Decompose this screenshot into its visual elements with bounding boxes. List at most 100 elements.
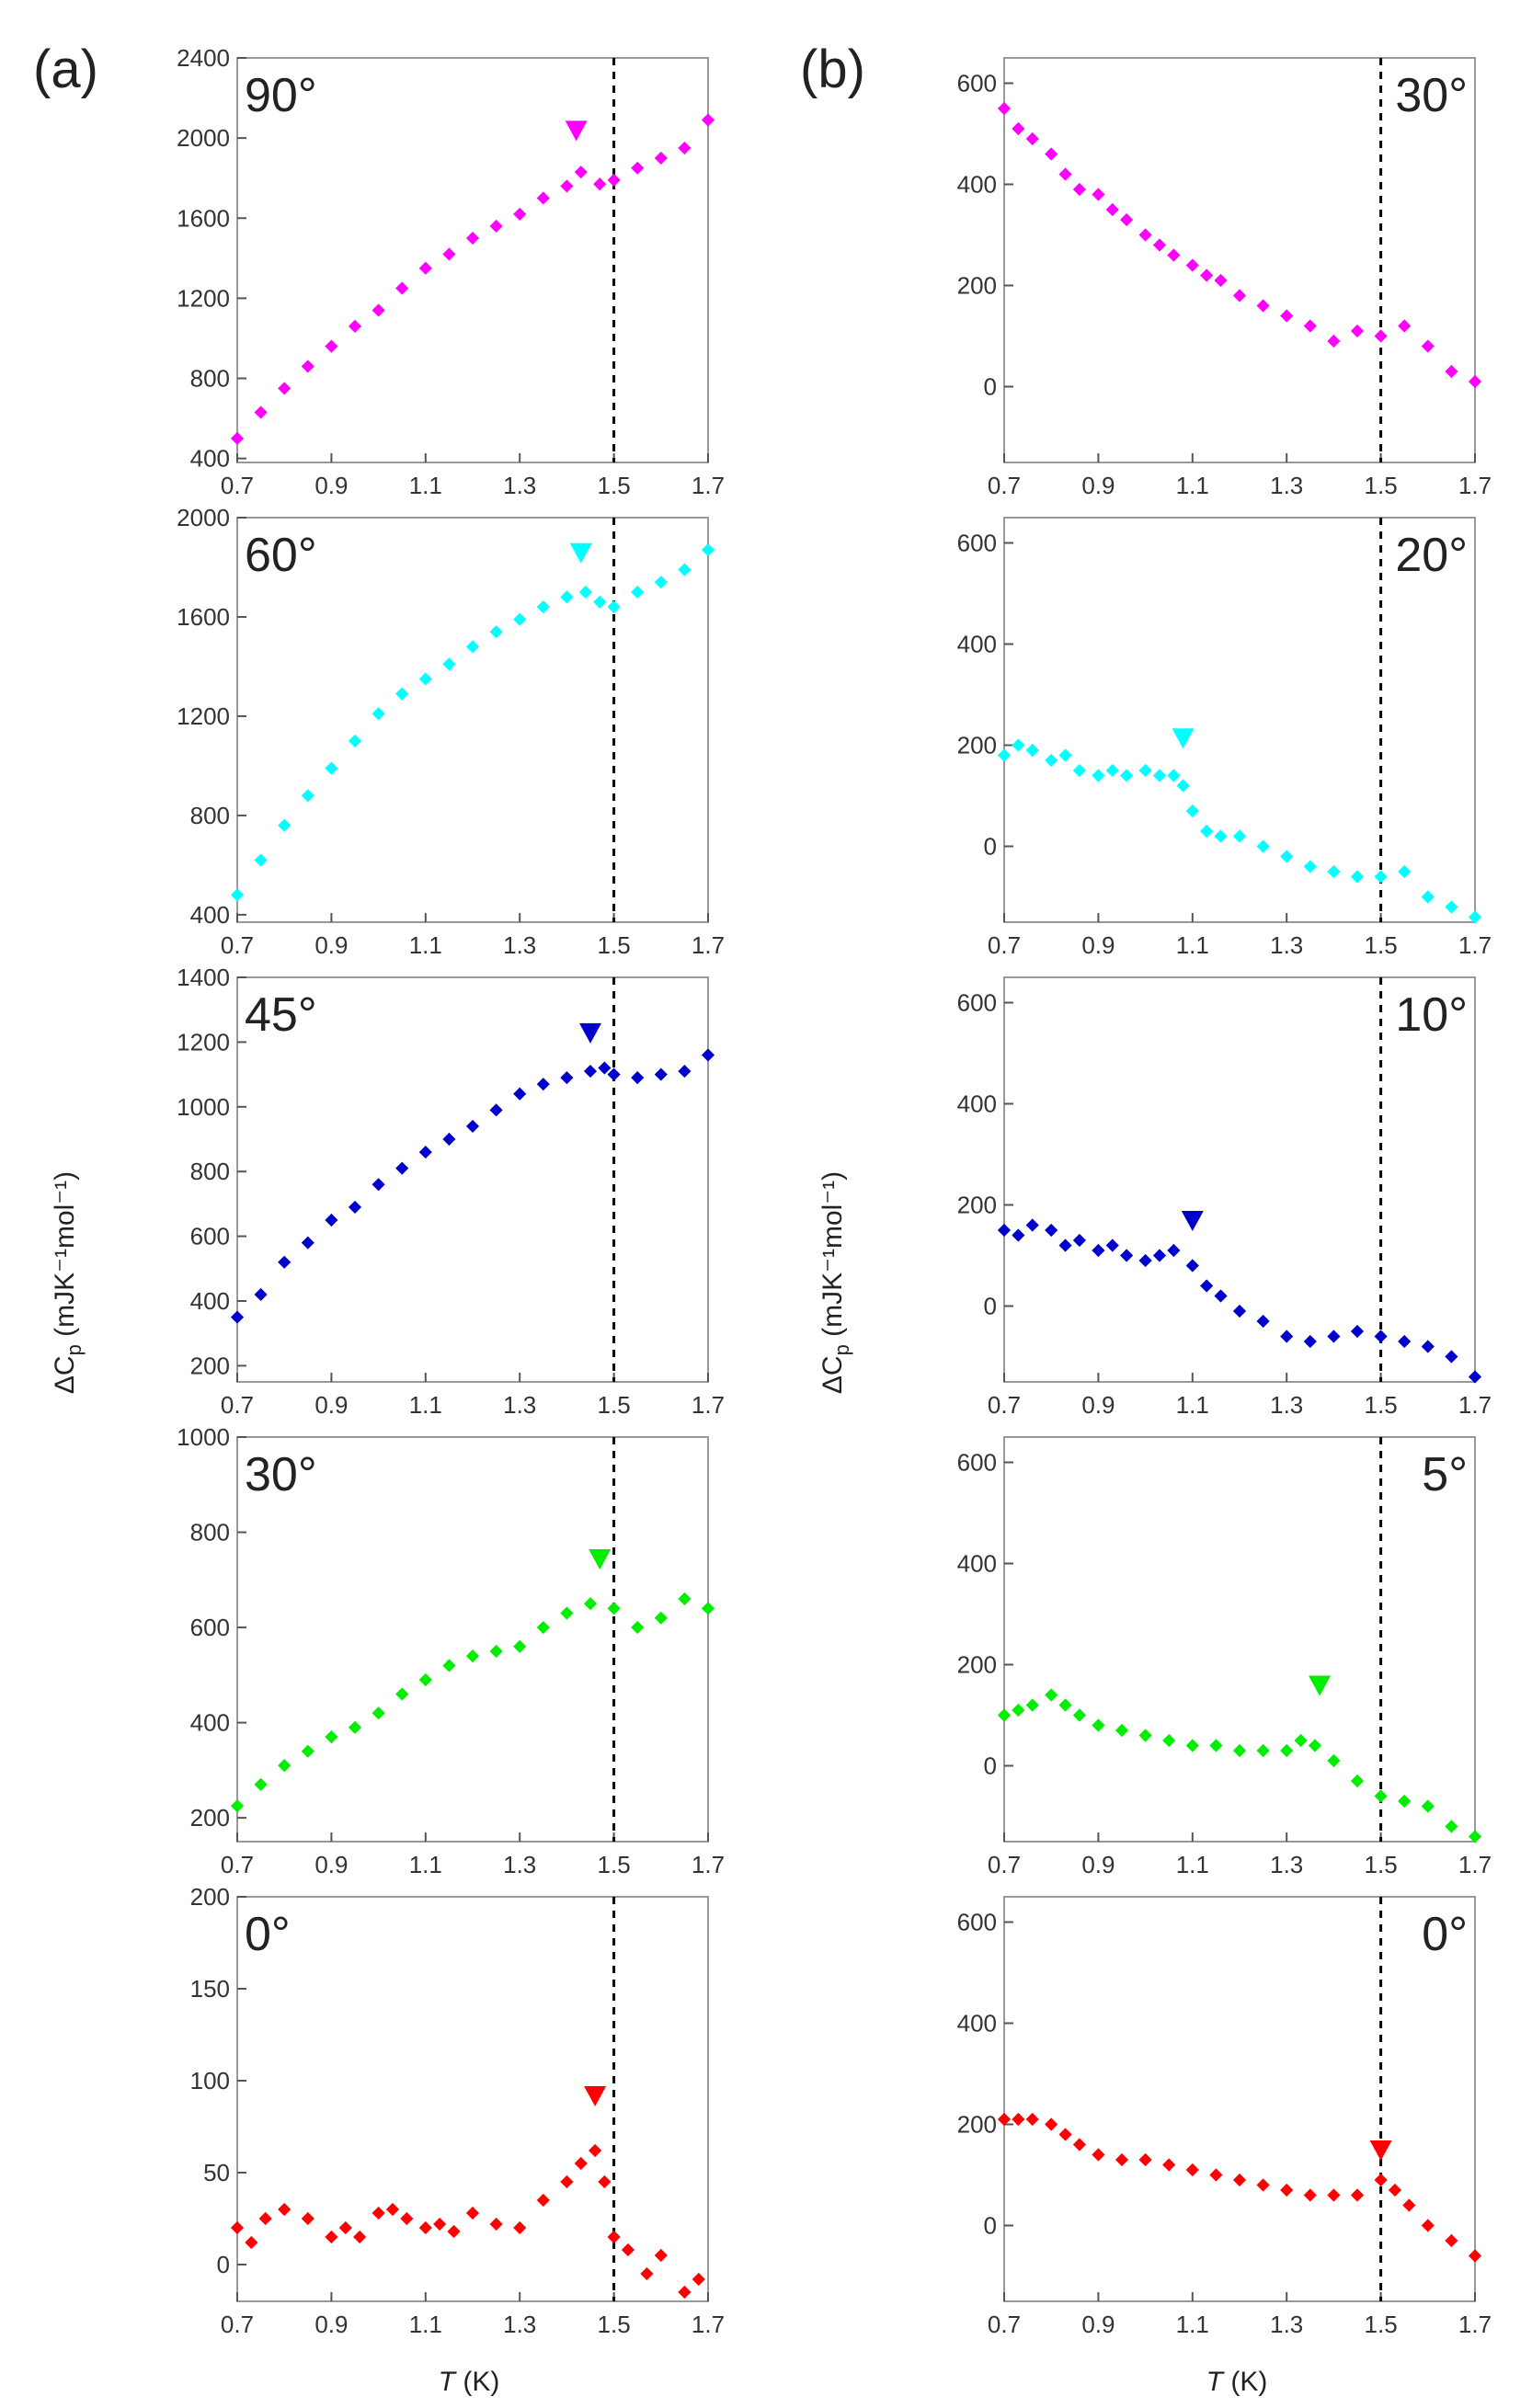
data-point bbox=[1058, 1238, 1072, 1252]
data-point bbox=[1138, 2152, 1152, 2167]
data-point bbox=[1152, 238, 1167, 252]
data-point bbox=[465, 231, 480, 245]
data-point bbox=[325, 1213, 338, 1227]
data-point bbox=[1200, 268, 1214, 282]
data-point bbox=[465, 2206, 480, 2220]
data-point bbox=[701, 113, 715, 127]
data-point bbox=[1045, 147, 1058, 161]
x-tick-label: 0.9 bbox=[1081, 1851, 1115, 1878]
transition-marker bbox=[589, 1549, 612, 1569]
y-tick-label: 2400 bbox=[177, 44, 230, 72]
y-tick-label: 0 bbox=[984, 1752, 997, 1780]
data-point bbox=[574, 2156, 588, 2171]
y-tick-label: 1200 bbox=[177, 1028, 230, 1056]
x-tick-label: 1.5 bbox=[1365, 472, 1398, 499]
x-tick-label: 1.3 bbox=[1270, 2311, 1303, 2338]
data-point bbox=[1185, 1259, 1199, 1272]
y-tick-label: 200 bbox=[190, 1352, 230, 1379]
x-tick-label: 0.9 bbox=[1081, 472, 1115, 499]
data-point bbox=[536, 600, 550, 614]
data-point bbox=[1468, 910, 1482, 924]
transition-marker bbox=[1172, 728, 1195, 749]
data-point bbox=[1256, 2178, 1270, 2192]
data-point bbox=[278, 1255, 292, 1269]
data-point bbox=[465, 1119, 480, 1133]
x-tick-label: 1.5 bbox=[598, 472, 631, 499]
data-point bbox=[654, 2248, 668, 2263]
x-tick-label: 1.1 bbox=[1176, 472, 1209, 499]
data-point bbox=[230, 2220, 245, 2235]
data-point bbox=[583, 1597, 598, 1611]
data-point bbox=[1374, 870, 1388, 884]
y-tick-label: 0 bbox=[984, 1293, 997, 1320]
data-point bbox=[1327, 864, 1341, 879]
x-tick-label: 1.1 bbox=[409, 2311, 442, 2338]
data-point bbox=[1045, 1688, 1058, 1702]
data-point bbox=[631, 585, 645, 599]
data-point bbox=[1120, 212, 1134, 227]
data-point bbox=[1398, 319, 1412, 333]
plot-frame bbox=[1003, 57, 1476, 463]
data-point bbox=[1025, 2112, 1039, 2127]
data-point bbox=[1327, 2188, 1341, 2202]
data-point bbox=[701, 1602, 715, 1615]
data-point bbox=[1115, 2152, 1129, 2167]
x-tick-label: 1.3 bbox=[1270, 1391, 1303, 1419]
data-point bbox=[536, 2193, 550, 2208]
x-tick-label: 1.7 bbox=[1458, 931, 1492, 959]
data-point bbox=[640, 2266, 654, 2281]
data-point bbox=[701, 543, 715, 557]
x-tick-label: 1.3 bbox=[503, 931, 536, 959]
x-tick-label: 0.7 bbox=[988, 1851, 1021, 1878]
data-point bbox=[701, 1048, 715, 1062]
y-tick-label: 200 bbox=[957, 2111, 997, 2139]
x-tick-label: 0.9 bbox=[1081, 1391, 1115, 1419]
y-axis-label-b-units: (mJK⁻¹mol⁻¹) bbox=[817, 1171, 848, 1344]
data-point bbox=[1025, 1698, 1039, 1712]
x-axis-label-b-var: T bbox=[1206, 2367, 1226, 2397]
y-axis-label-a-prefix: ΔC bbox=[50, 1355, 80, 1394]
x-tick-label: 1.5 bbox=[598, 931, 631, 959]
data-point bbox=[1209, 2168, 1223, 2182]
data-point bbox=[385, 2202, 400, 2217]
data-point bbox=[607, 2230, 621, 2244]
y-axis-label-b: ΔCp (mJK⁻¹mol⁻¹) bbox=[817, 1171, 853, 1394]
transition-marker bbox=[584, 2086, 607, 2106]
y-axis-label-a-sub: p bbox=[63, 1344, 86, 1355]
data-point bbox=[353, 2230, 367, 2244]
y-tick-label: 400 bbox=[957, 171, 997, 199]
x-tick-label: 0.7 bbox=[221, 2311, 254, 2338]
data-point bbox=[1200, 824, 1214, 839]
data-point bbox=[1468, 2249, 1482, 2263]
y-tick-label: 200 bbox=[957, 272, 997, 300]
data-point bbox=[1072, 1708, 1086, 1722]
x-tick-label: 1.7 bbox=[692, 2311, 725, 2338]
angle-label: 30° bbox=[1395, 69, 1468, 122]
transition-marker bbox=[1309, 1675, 1332, 1696]
data-point bbox=[1058, 2128, 1072, 2141]
data-point bbox=[372, 303, 385, 317]
data-point bbox=[654, 576, 668, 589]
data-point bbox=[607, 1067, 621, 1081]
data-point bbox=[1374, 329, 1388, 343]
data-point bbox=[578, 585, 592, 599]
x-tick-label: 0.9 bbox=[314, 931, 348, 959]
plot-a-0: 400 800 1200 1600 2000 2400 0.7 0.9 1.1 1.3 1.5 1.7… bbox=[177, 44, 725, 499]
transition-marker bbox=[1181, 1211, 1204, 1231]
data-point bbox=[678, 563, 692, 576]
data-point bbox=[1374, 2173, 1388, 2187]
data-point bbox=[997, 1708, 1012, 1722]
data-point bbox=[1185, 1739, 1199, 1752]
data-point bbox=[1092, 2148, 1105, 2162]
panel-a-label: (a) bbox=[33, 40, 98, 99]
y-tick-label: 800 bbox=[190, 1158, 230, 1185]
y-tick-label: 600 bbox=[957, 989, 997, 1017]
x-tick-label: 1.3 bbox=[1270, 931, 1303, 959]
x-axis-label-a-units: (K) bbox=[455, 2367, 499, 2397]
data-point bbox=[1421, 890, 1435, 904]
data-point bbox=[678, 141, 692, 155]
data-point bbox=[654, 1611, 668, 1625]
x-axis-label-a-var: T bbox=[439, 2367, 458, 2397]
data-point bbox=[513, 1639, 527, 1653]
